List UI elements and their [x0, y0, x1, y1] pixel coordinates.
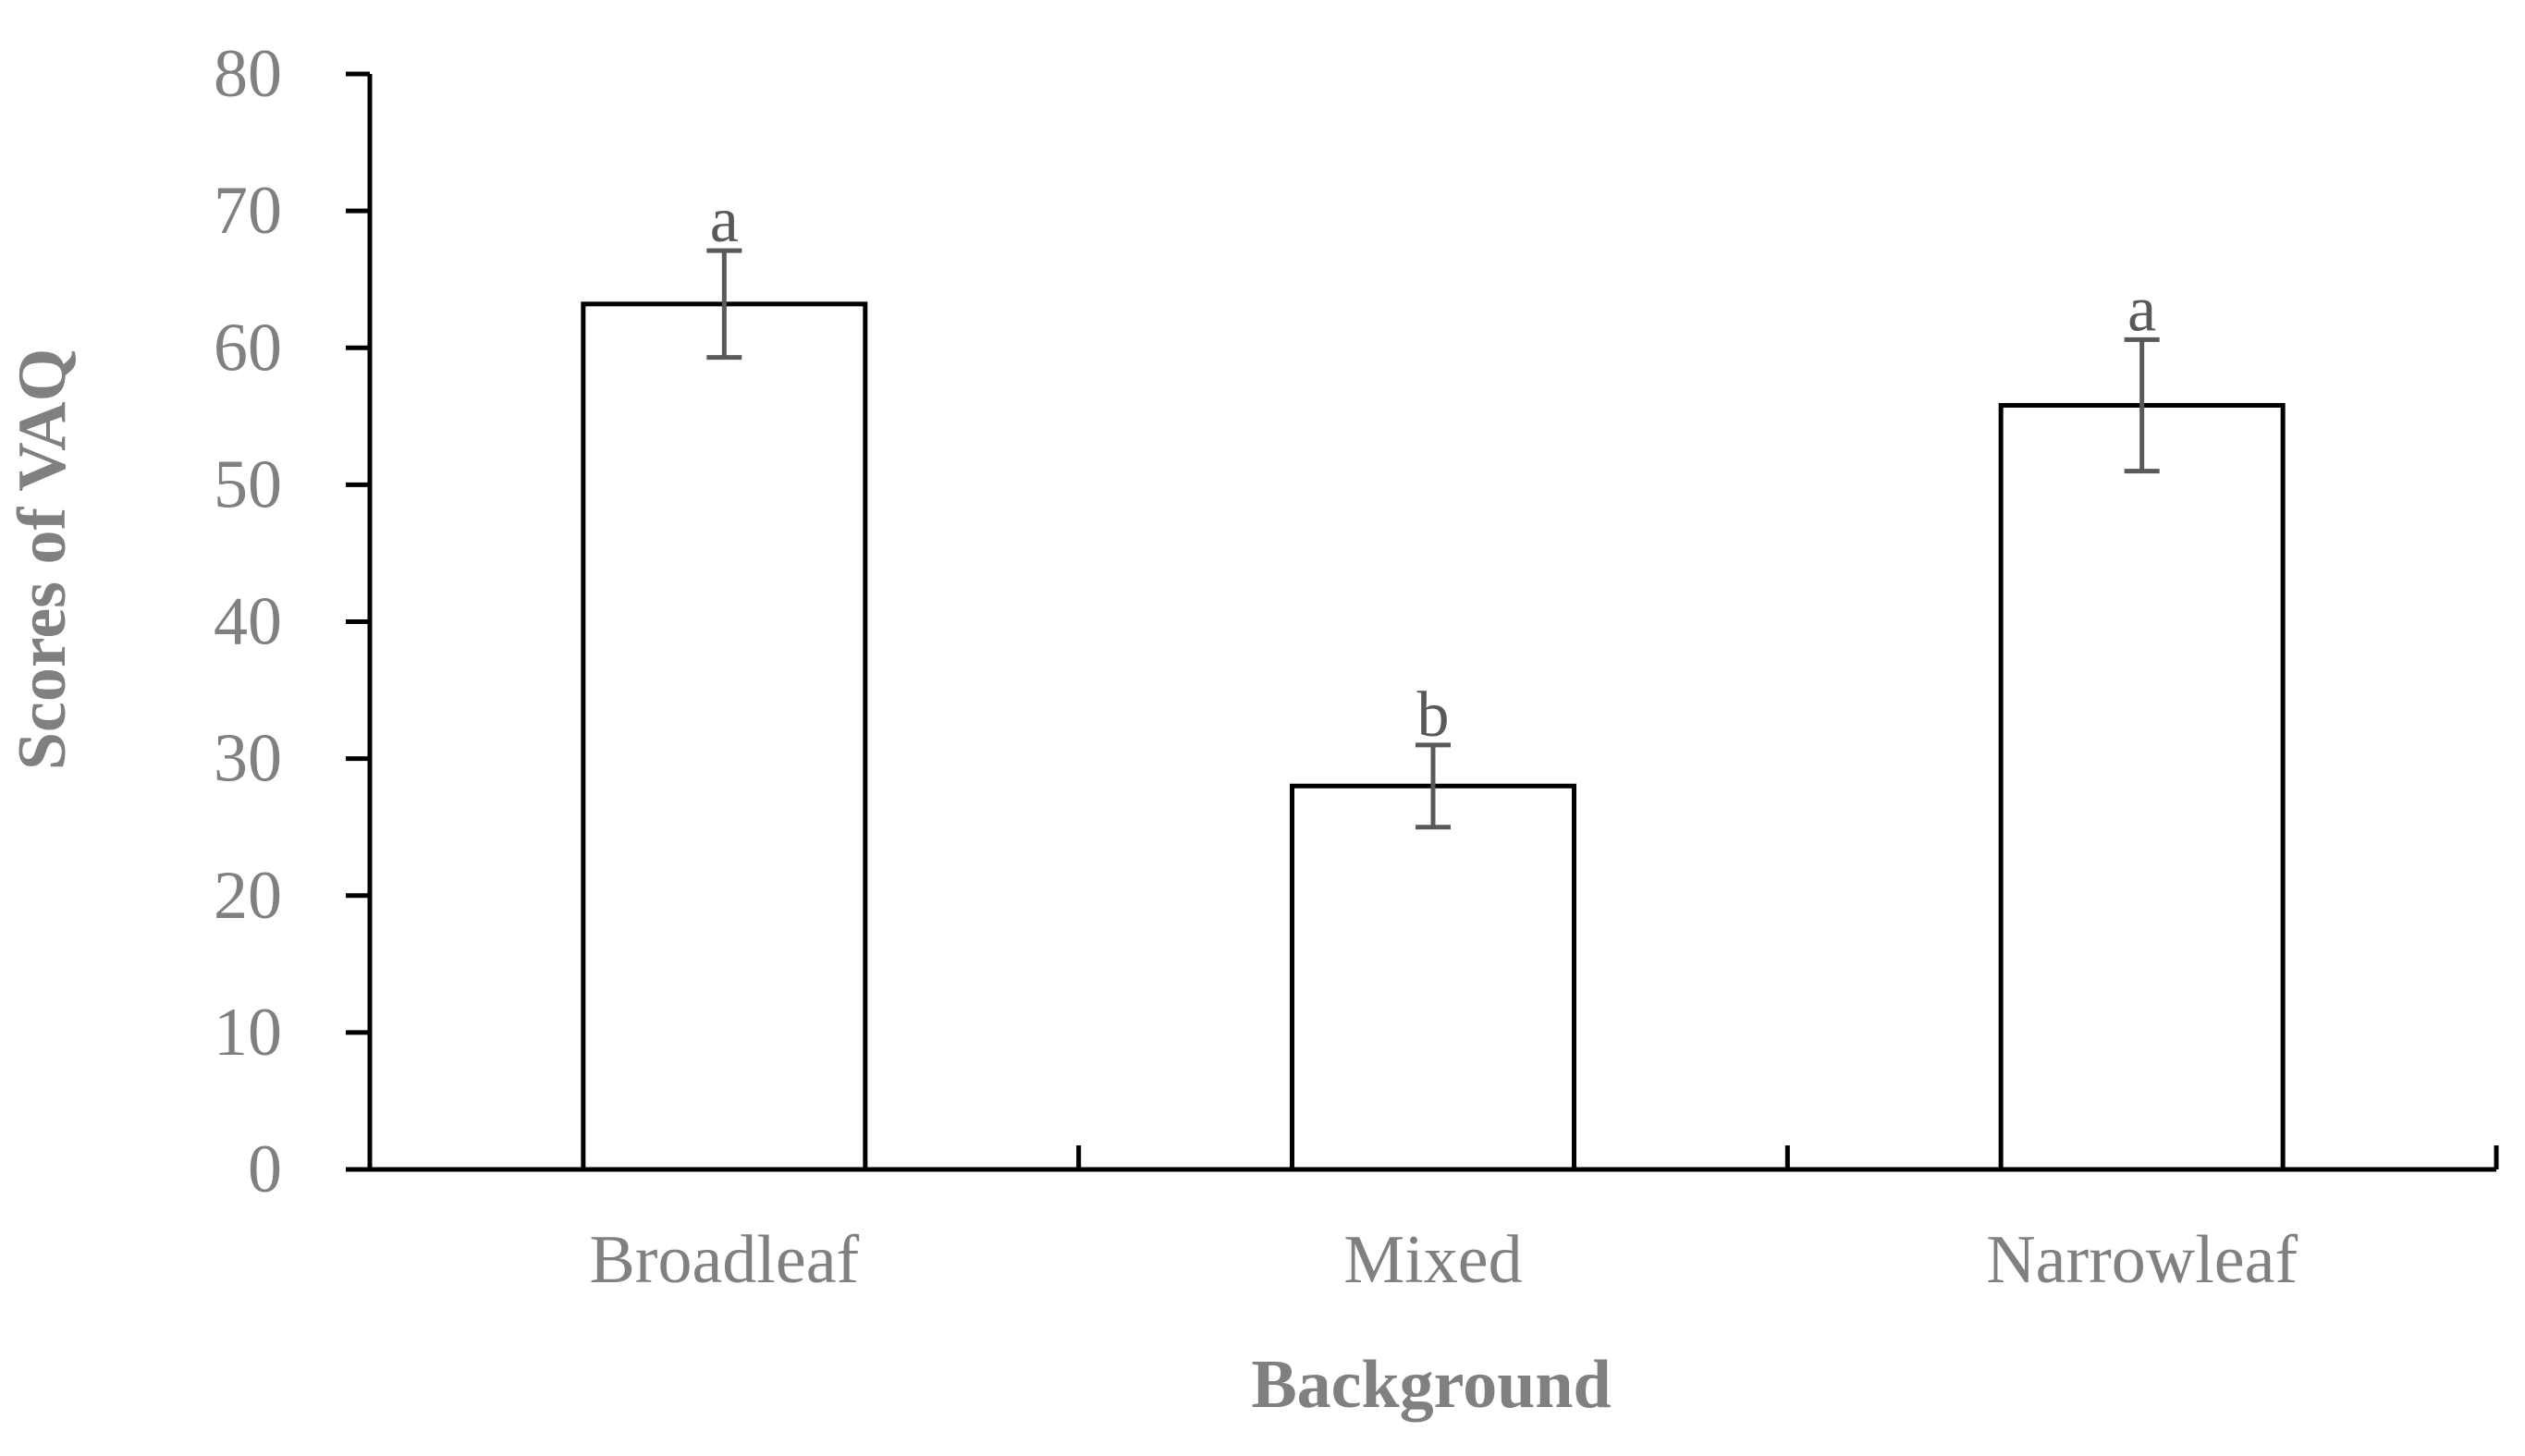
- y-tick-label-10: 10: [214, 995, 282, 1071]
- bar-broadleaf: [581, 301, 868, 1172]
- x-tick-label-narrowleaf: Narrowleaf: [1986, 1222, 2298, 1298]
- y-tick-label-70: 70: [214, 173, 282, 249]
- y-axis-title: Scores of VAQ: [5, 349, 80, 770]
- significance-label-broadleaf: a: [710, 185, 739, 256]
- significance-label-mixed: b: [1417, 679, 1450, 751]
- plot-area: a b a: [581, 185, 2286, 1172]
- y-tick-label-80: 80: [214, 36, 282, 112]
- significance-label-narrowleaf: a: [2127, 274, 2156, 345]
- x-tick-label-mixed: Mixed: [1343, 1222, 1522, 1298]
- bar-mixed: [1290, 783, 1576, 1172]
- y-tick-label-50: 50: [214, 447, 282, 522]
- x-tick-label-broadleaf: Broadleaf: [589, 1222, 859, 1298]
- y-tick-label-30: 30: [214, 721, 282, 797]
- y-tick-label-0: 0: [248, 1132, 282, 1207]
- y-tick-label-20: 20: [214, 858, 282, 934]
- bar-narrowleaf: [1998, 402, 2286, 1172]
- y-tick-label-60: 60: [214, 310, 282, 385]
- axes: Broadleaf Mixed Narrowleaf 0 10 20 30 40 50 60 70 8…: [214, 36, 2499, 1298]
- x-axis-title: Background: [1251, 1347, 1611, 1423]
- y-tick-label-40: 40: [214, 584, 282, 660]
